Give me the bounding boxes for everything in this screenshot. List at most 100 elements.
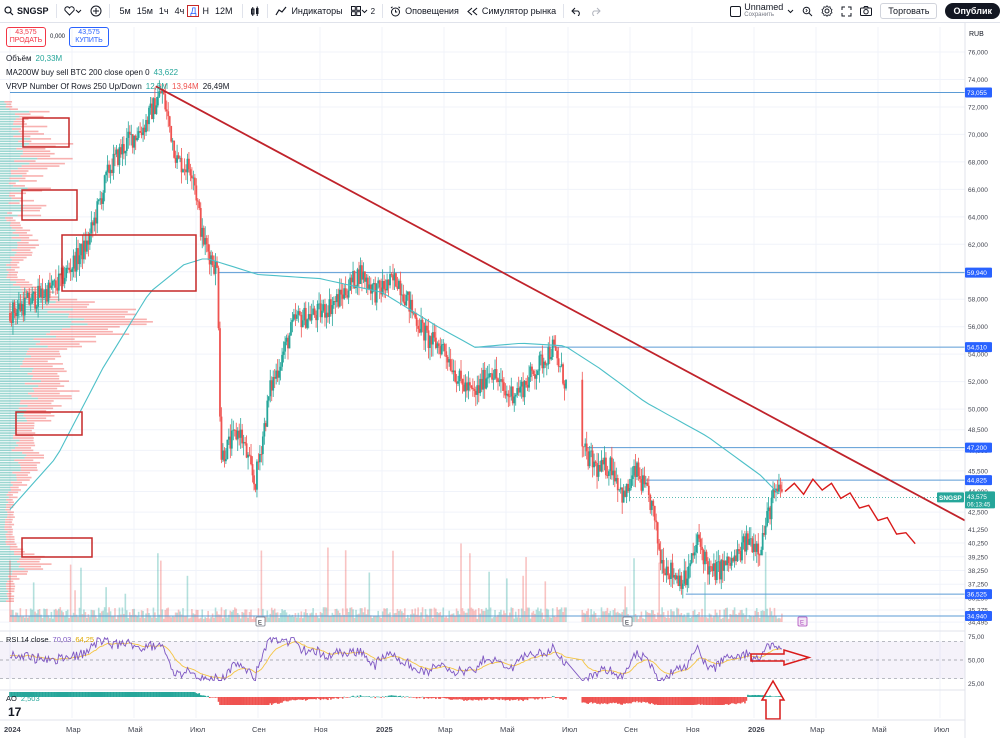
settings-button[interactable] [817,0,837,22]
volume-bar [439,611,442,622]
volume-bar [526,607,529,622]
volume-bar [548,617,551,622]
volume-bar [770,611,773,622]
vrvp-legend[interactable]: VRVP Number Of Rows 250 Up/Down 12,5M 13,9… [6,82,229,91]
volume-bar [427,616,430,622]
candle-body [705,551,708,562]
redo-button[interactable] [586,0,605,22]
ao-bar [557,697,560,698]
toolbar-divider [382,4,384,18]
highlight-rectangles[interactable] [15,117,197,558]
trade-button[interactable]: Торговать [880,3,938,19]
ao-bar [78,692,81,697]
ao-bar [365,696,368,697]
profile-up-bar [0,321,72,323]
fullscreen-button[interactable] [837,0,856,22]
candle-body [222,450,224,460]
symbol-search-button[interactable]: SNGSP [0,0,53,22]
replay-button[interactable]: Симулятор рынка [463,0,560,22]
interval-option[interactable]: 15м [136,6,153,16]
profile-up-bar [0,588,7,590]
ao-legend[interactable]: AO 2,503 [6,694,40,703]
time-axis[interactable]: 2024 Мар Май Июл Сен Ноя 2025 Мар Май Июл Сен Ноя 20… [0,705,965,734]
volume-bar [105,587,107,622]
ao-bar [361,696,363,697]
undo-button[interactable] [567,0,586,22]
candle-body [612,470,615,476]
layouts-button[interactable]: 2 [347,0,379,22]
candles-type-button[interactable] [246,0,264,22]
alerts-button[interactable]: Оповещения [386,0,463,22]
interval-option[interactable]: 5м [119,6,131,16]
candle-body [381,281,384,295]
snapshot-button[interactable] [856,0,876,22]
ao-bar [100,692,103,697]
candle-body [40,288,42,298]
candle-body [365,277,368,282]
compare-button[interactable] [86,0,106,22]
rsi-legend[interactable]: RSI 14 close 70,03 64,25 [6,635,94,644]
forecast-zigzag [784,478,916,545]
volume-bar [108,607,110,622]
chart-type-button[interactable] [60,0,86,22]
quick-search-button[interactable] [798,0,817,22]
forecast-zigzag-drawing[interactable] [784,478,916,545]
sell-button[interactable]: 43,575 ПРОДАТЬ [6,27,46,47]
trendline-drawing[interactable] [155,85,1000,543]
volume-bar [525,557,527,622]
interval-option[interactable]: 1ч [158,6,169,16]
profile-up-bar [0,328,63,331]
layout-name-button[interactable]: Unnamed Сохранить [726,0,798,22]
ao-bar [591,697,594,704]
tradingview-logo: 17 [8,705,22,719]
candle-body [226,439,229,459]
candle-body [267,396,270,401]
interval-option[interactable]: Н [202,6,209,16]
highlight-rectangle [21,189,78,221]
candles[interactable] [9,80,783,599]
candle-body [502,382,505,391]
buy-button[interactable]: 43,575 КУПИТЬ [69,27,110,47]
candle-body [176,155,178,163]
ma-legend[interactable]: MA200W buy sell BTC 200 close open 0 43,6… [6,68,178,77]
candle-body [192,177,195,179]
ao-bar [359,695,362,697]
volume-bar [781,613,783,622]
interval-option[interactable]: Д [187,5,200,17]
candle-body [684,570,687,586]
ao-bar [18,692,20,697]
ao-bar [671,697,674,705]
rsi-pane[interactable] [0,630,965,682]
indicators-icon [275,6,287,16]
arrow-drawings[interactable] [750,648,812,720]
horizontal-levels[interactable] [10,91,965,617]
publish-button[interactable]: Опублик [945,3,1000,19]
candle-body [661,560,664,564]
ao-bar [13,692,16,697]
ao-bar [198,693,201,697]
ao-bar [205,696,208,698]
profile-down-bar [6,494,13,496]
candle-body [41,288,44,298]
profile-down-bar [19,199,34,202]
price-axis[interactable]: RUB76,00074,00072,00070,00068,00066,0006… [964,23,1000,738]
volume-bar [683,614,686,622]
volume-bar [368,572,371,622]
indicators-button[interactable]: Индикаторы [271,0,346,22]
volume-bar [588,617,591,622]
profile-down-bar [9,192,26,195]
ao-pane[interactable] [0,689,965,705]
ao-bar [386,696,388,698]
ao-bar [757,694,760,697]
interval-option[interactable]: 12М [214,6,233,16]
ao-bar [297,697,300,700]
interval-option[interactable]: 4ч [174,6,185,16]
level-price-badge-label: 34,940 [967,613,987,620]
volume-bar [62,612,65,622]
candle-body [189,169,192,176]
ao-bar [735,697,737,705]
profile-up-bar [0,160,15,162]
volume-legend[interactable]: Объём 20,33M [6,54,62,63]
